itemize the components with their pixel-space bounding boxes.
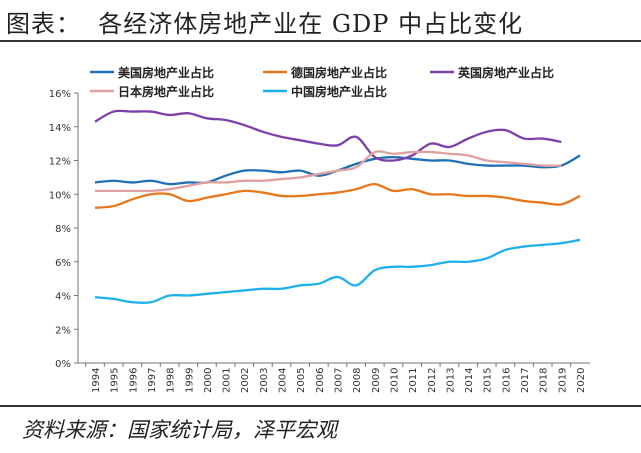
y-tick-label: 0% <box>55 359 71 370</box>
x-tick-label: 2014 <box>464 368 475 393</box>
y-tick-label: 10% <box>49 190 71 201</box>
series-line-1 <box>94 182 581 209</box>
source-note: 资料来源：国家统计局，泽平宏观 <box>22 418 337 442</box>
x-tick-label: 2018 <box>539 368 550 393</box>
series-line-2 <box>94 109 562 162</box>
x-tick-label: 2005 <box>296 368 307 393</box>
legend-label-2: 英国房地产业占比 <box>458 65 554 80</box>
x-tick-label: 2010 <box>389 368 400 393</box>
footer-divider <box>0 405 641 407</box>
x-tick-label: 2007 <box>334 368 345 393</box>
y-tick-label: 16% <box>49 89 71 100</box>
x-tick-label: 1994 <box>91 368 102 393</box>
x-tick-label: 2004 <box>278 368 289 393</box>
x-tick-label: 1998 <box>166 368 177 393</box>
x-tick-label: 2013 <box>445 368 456 393</box>
x-tick-label: 2000 <box>203 368 214 393</box>
x-tick-label: 2015 <box>483 368 494 393</box>
x-tick-label: 1997 <box>147 368 158 393</box>
x-tick-label: 2016 <box>501 368 512 393</box>
x-tick-label: 2009 <box>371 368 382 393</box>
x-tick-label: 2002 <box>240 368 251 393</box>
legend-label-4: 中国房地产业占比 <box>291 84 387 99</box>
y-tick-label: 4% <box>55 292 71 303</box>
x-tick-label: 2017 <box>520 368 531 393</box>
x-tick-label: 1999 <box>184 368 195 393</box>
y-tick-label: 12% <box>49 157 71 168</box>
y-tick-label: 6% <box>55 258 71 269</box>
x-tick-label: 1995 <box>110 368 121 393</box>
x-tick-label: 1996 <box>128 368 139 393</box>
y-tick-label: 2% <box>55 325 71 336</box>
x-tick-label: 2011 <box>408 368 419 393</box>
legend-label-0: 美国房地产业占比 <box>118 65 214 80</box>
series-line-3 <box>95 150 562 193</box>
title-divider <box>0 40 641 42</box>
x-tick-label: 2003 <box>259 368 270 393</box>
chart-title: 图表： 各经济体房地产业在 GDP 中占比变化 <box>6 10 524 38</box>
x-tick-label: 2020 <box>576 368 587 393</box>
x-tick-label: 2001 <box>222 368 233 393</box>
series-line-4 <box>94 238 581 305</box>
x-tick-label: 2019 <box>557 368 568 393</box>
legend-label-3: 日本房地产业占比 <box>118 84 214 99</box>
legend-label-1: 德国房地产业占比 <box>291 65 387 80</box>
y-tick-label: 14% <box>49 123 71 134</box>
x-tick-label: 2012 <box>427 368 438 393</box>
x-tick-label: 2008 <box>352 368 363 393</box>
y-tick-label: 8% <box>55 224 71 235</box>
x-tick-label: 2006 <box>315 368 326 393</box>
